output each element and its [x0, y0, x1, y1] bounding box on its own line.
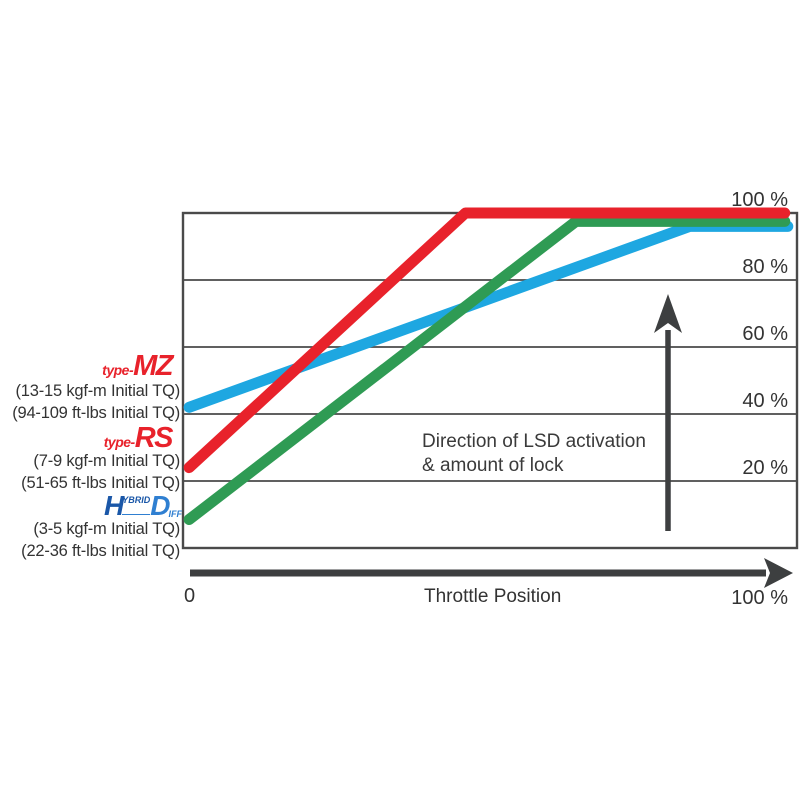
annotation-line-1: Direction of LSD activation — [422, 431, 646, 452]
x-tick-100: 100 % — [731, 587, 788, 609]
lsd-direction-annotation: Direction of LSD activation & amount of … — [422, 430, 646, 478]
mz-initial-tq-ftlbs: (94-109 ft-lbs Initial TQ) — [12, 404, 180, 422]
x-axis-arrow-head — [764, 558, 793, 588]
y-tick-20: 20 % — [742, 457, 788, 479]
mz-initial-tq-kgfm: (13-15 kgf-m Initial TQ) — [15, 382, 180, 400]
type-mz-logo-text: MZ — [133, 350, 173, 382]
x-tick-0: 0 — [184, 585, 196, 607]
y-tick-80: 80 % — [742, 256, 788, 278]
hybrid-hd-logo: HYBRIDDIFF — [104, 492, 182, 527]
type-mz-logo: type-MZ — [102, 350, 173, 385]
hd-logo-d: D — [150, 490, 170, 521]
type-rs-logo-text: RS — [134, 422, 174, 454]
hd-initial-tq-kgfm: (3-5 kgf-m Initial TQ) — [33, 520, 180, 538]
rs-initial-tq-kgfm: (7-9 kgf-m Initial TQ) — [33, 452, 180, 470]
hd-logo-iff: IFF — [168, 509, 183, 519]
type-rs-logo-prefix: type- — [103, 434, 135, 450]
y-tick-100: 100 % — [731, 189, 788, 211]
hd-initial-tq-ftlbs: (22-36 ft-lbs Initial TQ) — [21, 542, 180, 560]
y-tick-60: 60 % — [742, 323, 788, 345]
lsd-direction-arrow-head — [654, 294, 682, 333]
annotation-line-2: & amount of lock — [422, 455, 564, 476]
x-axis-title: Throttle Position — [424, 586, 562, 607]
hd-logo-h: H — [104, 490, 124, 521]
rs-initial-tq-ftlbs: (51-65 ft-lbs Initial TQ) — [21, 474, 180, 492]
hd-logo-ybrid: YBRID — [122, 486, 151, 515]
type-rs-logo: type-RS — [103, 422, 174, 457]
y-tick-40: 40 % — [742, 390, 788, 412]
series-line-hd — [183, 215, 791, 526]
series-line-rs — [183, 207, 791, 474]
type-mz-logo-prefix: type- — [102, 362, 134, 378]
